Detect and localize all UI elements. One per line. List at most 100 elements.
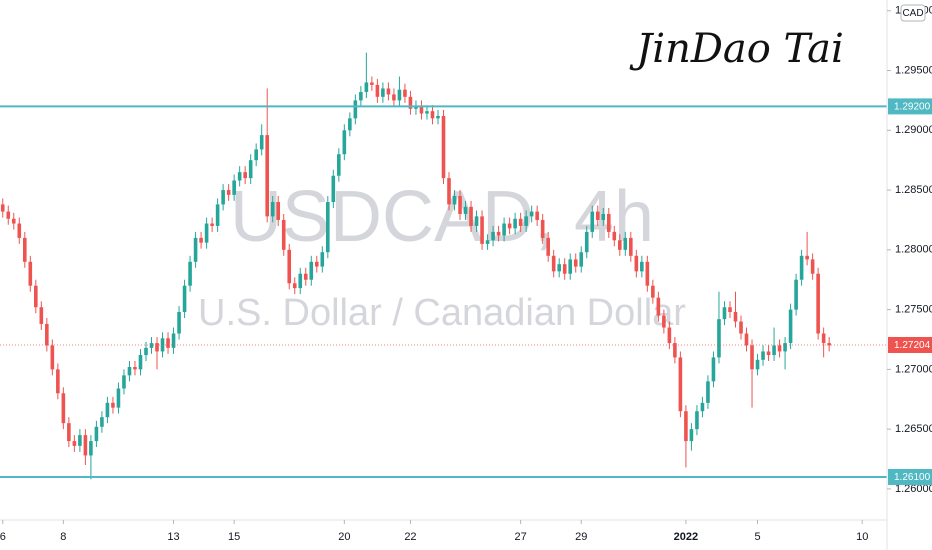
candle-body [788, 309, 793, 344]
x-tick-label: 15 [228, 531, 240, 543]
candle-body [717, 319, 721, 358]
candle-body [491, 231, 495, 241]
candle-body [700, 402, 705, 412]
candle-body [425, 111, 429, 114]
currency-label: CAD [902, 8, 923, 19]
candle-body [226, 190, 231, 195]
candle-body [215, 204, 220, 226]
plot-area [0, 52, 887, 480]
candle-body [441, 115, 446, 179]
candle-body [827, 343, 831, 346]
currency-badge[interactable] [900, 4, 926, 22]
candle-body [100, 417, 104, 427]
candle-body [188, 261, 192, 286]
candle-body [651, 285, 655, 298]
candle-body [673, 343, 677, 358]
candle-body [381, 88, 385, 97]
candle-body [821, 333, 826, 344]
candle-body [320, 252, 325, 267]
candle-body [551, 255, 556, 272]
candle-body [485, 240, 490, 244]
candle-body [728, 307, 732, 312]
candle-body [11, 218, 16, 224]
candle-body [689, 429, 694, 442]
candle-body [210, 223, 214, 226]
candle-body [166, 338, 170, 348]
candle-body [193, 237, 198, 262]
candle-body [452, 196, 457, 205]
candle-body [463, 206, 468, 214]
candle-body [783, 343, 787, 352]
candle-body [83, 435, 88, 456]
candle-body [419, 106, 424, 114]
candle-body [507, 223, 512, 229]
candle-body [45, 323, 49, 346]
candle-body [667, 327, 672, 344]
x-tick-label: 29 [575, 531, 587, 543]
candle-body [309, 261, 314, 280]
candle-body [221, 190, 225, 205]
candle-body [155, 343, 159, 352]
x-tick-label: 22 [404, 531, 416, 543]
candle-body [546, 237, 550, 256]
level-label: 1.29200 [894, 102, 931, 113]
candle-body [337, 154, 341, 176]
candle-body [513, 218, 517, 229]
candle-body [359, 92, 363, 101]
candle-body [629, 237, 633, 256]
candle-body [105, 402, 110, 418]
candle-body [403, 89, 407, 97]
watermark-subtitle: U.S. Dollar / Canadian Dollar [198, 292, 686, 334]
candle-body [733, 312, 738, 322]
candle-body [276, 202, 281, 220]
candle-body [353, 100, 358, 119]
candle-body [436, 115, 440, 119]
candle-body [6, 211, 11, 219]
y-tick-label: 1.28000 [895, 244, 932, 256]
candle-body [408, 96, 413, 109]
candle-body [678, 357, 683, 412]
candle-body [287, 249, 292, 284]
candle-body [805, 255, 809, 260]
x-tick-label: 8 [60, 531, 66, 543]
y-tick-label: 1.27500 [895, 304, 932, 316]
candle-body [573, 259, 578, 267]
candle-body [61, 393, 66, 424]
candle-body [540, 219, 545, 238]
y-tick-label: 1.28500 [895, 184, 932, 196]
candle-body [524, 216, 528, 226]
candle-body [259, 135, 264, 150]
y-tick-label: 1.26000 [895, 483, 932, 495]
candle-body [171, 333, 176, 348]
candle-body [634, 255, 639, 272]
candle-body [750, 345, 754, 370]
candle-body [127, 366, 132, 376]
x-tick-label: 27 [515, 531, 527, 543]
y-tick-label: 1.27000 [895, 363, 932, 375]
candle-body [799, 255, 804, 280]
candle-body [254, 149, 258, 161]
candle-body [458, 196, 462, 214]
candle-body [469, 206, 473, 226]
candle-body [794, 279, 798, 310]
candle-body [342, 130, 347, 155]
candle-body [496, 231, 501, 236]
axes: 1.26000 1.26500 1.27000 1.27500 1.28000 1.285… [0, 5, 932, 543]
y-tick-label: 1.26500 [895, 423, 932, 435]
candle-body [22, 237, 27, 262]
candle-body [414, 106, 418, 109]
candle-body [706, 381, 710, 403]
candle-body [766, 351, 771, 356]
candle-body [72, 441, 77, 446]
candle-body [640, 261, 644, 272]
candle-body [232, 180, 236, 195]
candle-body [447, 178, 451, 205]
candle-body [314, 261, 319, 267]
candle-body [265, 135, 270, 217]
candle-body [810, 259, 815, 274]
candle-body [535, 211, 539, 220]
candle-body [298, 273, 303, 289]
candle-body [116, 388, 121, 408]
candle-body [590, 211, 595, 232]
